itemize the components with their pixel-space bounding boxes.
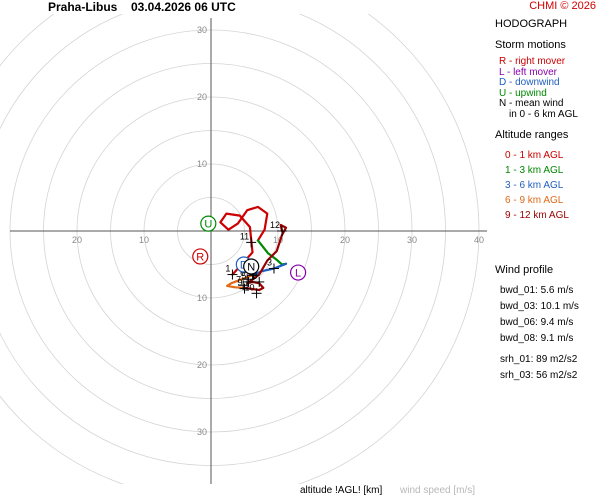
srh-list: srh_01: 89 m2/s2 srh_03: 56 m2/s2 [495,354,600,387]
height-mark-label: 6 [240,268,245,278]
v-tick-label: 30 [197,427,207,437]
legend-item-right-mover: R - right mover [499,56,566,67]
legend-altitude-9-12: 9 - 12 km AGL [505,210,569,221]
storm-motion-label: R [196,251,204,263]
altitude-ranges-title: Altitude ranges [495,129,569,141]
panel-title: HODOGRAPH [495,18,568,30]
height-mark-label: 7 [236,274,241,284]
height-mark-label: 10 [245,282,255,292]
legend-item-mean-wind-layer: in 0 - 6 km AGL [509,108,578,120]
u-tick-label: 40 [474,235,484,245]
legend-item-downwind: D - downwind [499,77,560,88]
storm-motion-label: U [204,219,212,231]
height-mark-label: 8 [252,271,257,281]
bwd-06: bwd_06: 9.4 m/s [500,317,574,328]
storm-motion-marker [192,248,209,265]
height-mark-label: 5 [242,271,247,281]
altitude-unit-label: altitude !AGL! [km] [300,485,383,496]
legend-altitude-0-1: 0 - 1 km AGL [505,150,564,161]
bwd-03: bwd_03: 10.1 m/s [500,301,579,312]
height-mark-label: 1 [225,264,230,274]
legend-panel: HODOGRAPH Storm motions R - right mover … [495,18,600,387]
legend-altitude-3-6: 3 - 6 km AGL [505,180,564,191]
height-mark-label: 9 [237,278,242,288]
height-mark-label: 12 [270,220,280,230]
u-tick-label: 10 [273,235,283,245]
u-tick-label: 20 [72,235,82,245]
v-tick-label: 10 [197,159,207,169]
legend-item-mean-wind: N - mean wind [499,98,564,109]
v-tick-label: 20 [197,360,207,370]
u-tick-label: 20 [340,235,350,245]
v-tick-label: 10 [197,293,207,303]
storm-motions-title: Storm motions [495,39,566,51]
storm-motion-label: L [295,268,301,280]
u-tick-label: 10 [139,235,149,245]
legend-altitude-1-3: 1 - 3 km AGL [505,165,564,176]
legend-altitude-6-9: 6 - 9 km AGL [505,195,564,206]
station-name: Praha-Libus [48,0,118,14]
storm-motion-label: N [247,262,255,274]
storm-motion-marker [243,258,260,275]
bwd-08: bwd_08: 9.1 m/s [500,333,574,344]
height-mark-label: 3 [267,258,272,268]
height-mark-label: 11 [240,231,249,241]
ring-grid [0,14,480,484]
storm-motion-marker [200,215,217,232]
srh-01: srh_01: 89 m2/s2 [500,354,578,365]
hodograph-segment [251,262,288,277]
speed-ring [0,14,480,484]
v-tick-label: 30 [197,25,207,35]
u-tick-label: 30 [407,235,417,245]
hodograph-segment [226,274,254,289]
hodograph-segment [219,205,269,276]
storm-motion-marker [290,264,307,281]
wind-speed-unit-label: wind speed [m/s] [400,485,476,496]
v-tick-label: 20 [197,92,207,102]
wind-profile-title: Wind profile [495,264,554,276]
wind-profile-list: bwd_01: 5.6 m/s bwd_03: 10.1 m/s bwd_06:… [495,285,600,350]
copyright: CHMI © 2026 [529,0,596,12]
altitude-ranges-list: 0 - 1 km AGL 1 - 3 km AGL 3 - 6 km AGL 6… [495,150,600,226]
srh-03: srh_03: 56 m2/s2 [500,370,578,381]
legend-item-left-mover: L - left mover [499,66,557,78]
storm-motions-list: R - right mover L - left mover D - downw… [495,56,600,120]
legend-item-upwind: U - upwind [499,87,547,99]
sounding-datetime: 03.04.2026 06 UTC [131,0,236,14]
hodograph-chart: 201010203040101020203030123456789101112R… [0,14,487,484]
bwd-01: bwd_01: 5.6 m/s [500,285,574,296]
hodograph-segment [243,223,288,292]
